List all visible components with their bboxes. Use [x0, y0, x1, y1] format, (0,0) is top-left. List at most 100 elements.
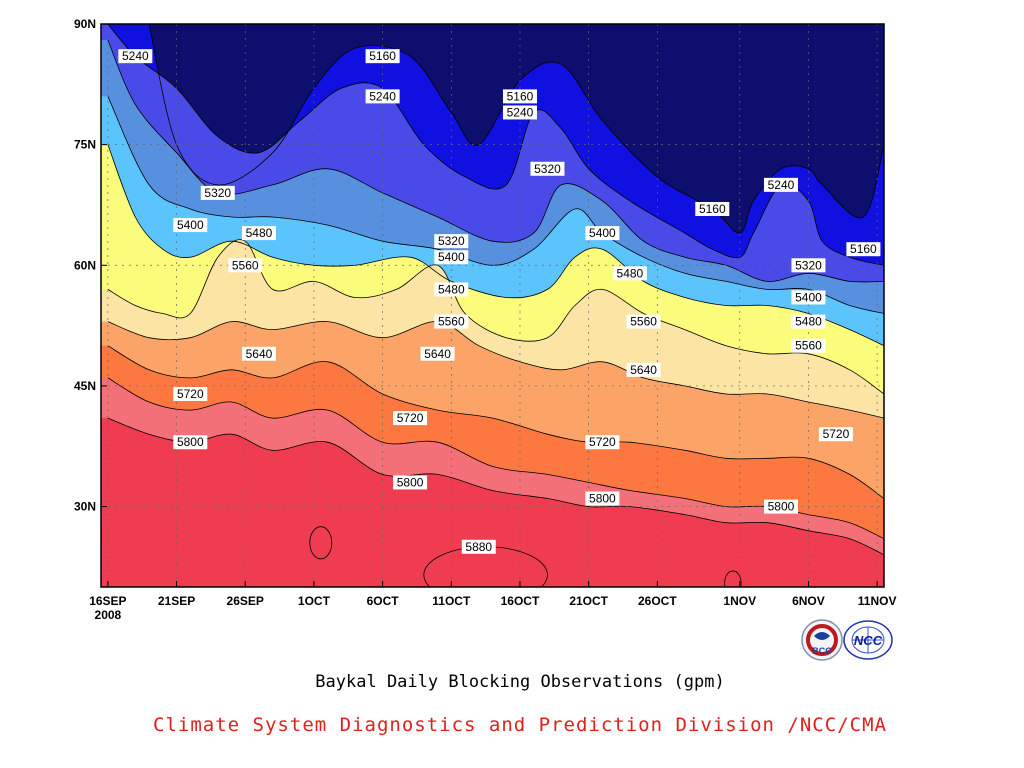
bcc-logo: BCC — [801, 619, 843, 661]
contour-label-background — [502, 105, 537, 120]
contour-label-background — [434, 234, 469, 249]
contour-label-text: 5400 — [589, 226, 616, 240]
contour-label-text: 5160 — [699, 202, 726, 216]
contour-label: 5800 — [173, 435, 208, 450]
contour-label-background — [200, 185, 235, 200]
contour-label-background — [846, 242, 881, 257]
plot-frame — [100, 23, 885, 588]
contour-label-text: 5240 — [369, 89, 396, 103]
contour-label: 5160 — [846, 242, 881, 257]
contour-label: 5240 — [365, 89, 400, 104]
contour-label: 5400 — [173, 218, 208, 233]
contour-label-text: 5240 — [507, 105, 534, 119]
contour-label-background — [241, 346, 276, 361]
contour-label-background — [228, 258, 263, 273]
high-region-3 — [724, 570, 742, 587]
contour-line-5400 — [107, 96, 884, 314]
credit-line: Climate System Diagnostics and Predictio… — [153, 714, 887, 736]
contour-label-text: 5720 — [589, 435, 616, 449]
contour-label: 5480 — [612, 266, 647, 281]
contour-label-background — [626, 362, 661, 377]
contour-label-text: 5480 — [617, 266, 644, 280]
x-tick-year: 2008 — [95, 608, 122, 622]
contour-label-background — [791, 338, 826, 353]
contour-label: 5160 — [695, 201, 730, 216]
y-tick-label: 75N — [74, 138, 96, 152]
x-tick-label: 26SEP — [227, 594, 264, 608]
contour-label-background — [791, 258, 826, 273]
x-tick-label: 21OCT — [569, 594, 608, 608]
y-tick-label: 60N — [74, 258, 96, 272]
contour-band-5880 — [101, 418, 884, 587]
contour-label-background — [791, 290, 826, 305]
contour-label: 5400 — [434, 250, 469, 265]
x-tick-label: 6NOV — [792, 594, 825, 608]
contour-label-background — [626, 314, 661, 329]
x-tick-label: 11NOV — [858, 594, 897, 608]
contour-label: 5640 — [241, 346, 276, 361]
contour-label: 5800 — [763, 499, 798, 514]
contour-label: 5160 — [365, 49, 400, 64]
contour-label: 5240 — [763, 177, 798, 192]
contour-line-5560 — [107, 239, 884, 395]
contour-label: 5720 — [393, 411, 428, 426]
contour-label-background — [173, 218, 208, 233]
x-tick-label: 16OCT — [501, 594, 540, 608]
contour-label-text: 5160 — [850, 242, 877, 256]
contour-label: 5640 — [626, 362, 661, 377]
contour-label-text: 5720 — [397, 411, 424, 425]
grid-lines — [101, 23, 884, 587]
contour-label-text: 5800 — [589, 492, 616, 506]
contour-label-background — [695, 201, 730, 216]
contour-label-text: 5560 — [438, 315, 465, 329]
y-tick-label: 30N — [74, 500, 96, 514]
contour-label-text: 5320 — [534, 162, 561, 176]
x-tick-label: 26OCT — [638, 594, 677, 608]
contour-label-text: 5640 — [424, 347, 451, 361]
x-tick-label: 6OCT — [367, 594, 400, 608]
contour-label: 5320 — [530, 161, 565, 176]
contour-label-text: 5320 — [204, 186, 231, 200]
contour-label-text: 5720 — [177, 387, 204, 401]
contour-label: 5560 — [791, 338, 826, 353]
contour-label: 5480 — [434, 282, 469, 297]
chart-subtitle: Baykal Daily Blocking Observations (gpm) — [315, 672, 725, 692]
contour-label: 5560 — [434, 314, 469, 329]
contour-label: 5320 — [434, 234, 469, 249]
contour-label-text: 5720 — [823, 427, 850, 441]
contour-label-background — [461, 539, 496, 554]
contour-label-background — [393, 475, 428, 490]
contour-label-background — [434, 314, 469, 329]
contour-label-background — [585, 435, 620, 450]
contour-label-text: 5480 — [246, 226, 273, 240]
contour-label-text: 5160 — [369, 49, 396, 63]
contour-label-text: 5640 — [246, 347, 273, 361]
contour-label-background — [530, 161, 565, 176]
contour-label: 5560 — [626, 314, 661, 329]
contour-label-text: 5240 — [768, 178, 795, 192]
contour-label-background — [791, 314, 826, 329]
contour-label-background — [393, 411, 428, 426]
contour-label-background — [420, 346, 455, 361]
contour-label-text: 5240 — [122, 49, 149, 63]
contour-label: 5240 — [118, 49, 153, 64]
contour-label-background — [763, 499, 798, 514]
contour-label: 5560 — [228, 258, 263, 273]
contour-label-background — [241, 226, 276, 241]
contour-label: 5720 — [818, 427, 853, 442]
x-tick-label: 21SEP — [158, 594, 195, 608]
contour-label: 5720 — [173, 386, 208, 401]
contour-label-background — [585, 226, 620, 241]
y-tick-label: 90N — [74, 17, 96, 31]
contour-label: 5640 — [420, 346, 455, 361]
contour-label-background — [118, 49, 153, 64]
contour-label-text: 5320 — [795, 258, 822, 272]
contour-label-text: 5160 — [507, 89, 534, 103]
contour-label: 5880 — [461, 539, 496, 554]
contour-label-background — [612, 266, 647, 281]
contour-label-text: 5480 — [438, 282, 465, 296]
bcc-logo-text: BCC — [812, 646, 832, 656]
contour-label: 5160 — [502, 89, 537, 104]
contour-label-text: 5560 — [232, 258, 259, 272]
